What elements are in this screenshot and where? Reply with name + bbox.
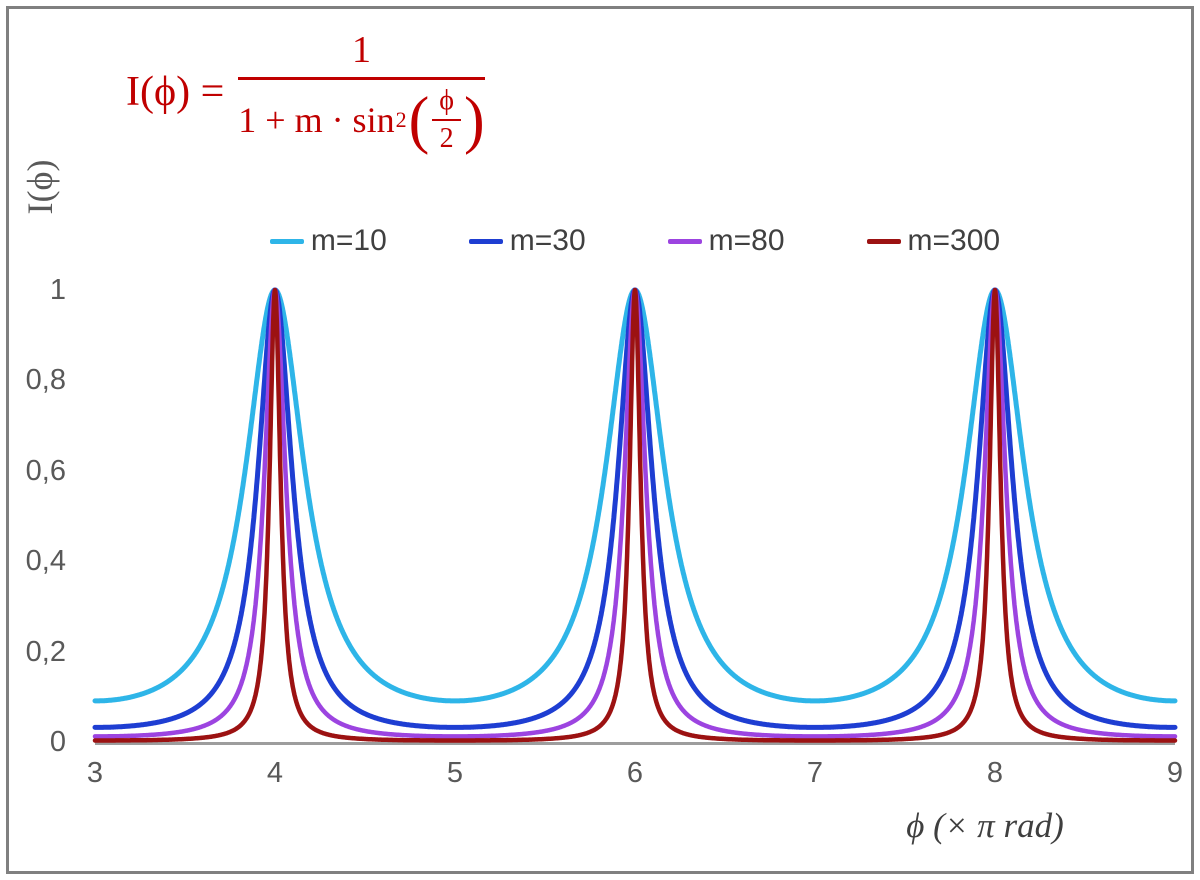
legend: m=10 m=30 m=80 m=300 — [95, 224, 1175, 258]
y-tick-label: 0,6 — [25, 454, 66, 487]
legend-swatch — [866, 238, 901, 244]
formula-fraction: 1 1 + m · sin 2 ( ϕ 2 ) — [238, 28, 485, 155]
y-tick-label: 0,8 — [25, 364, 66, 397]
formula: I(ϕ) = 1 1 + m · sin 2 ( ϕ 2 ) — [126, 28, 485, 155]
x-tick-label: 8 — [986, 757, 1004, 789]
formula-open-paren: ( — [408, 84, 430, 156]
formula-inner-denominator: 2 — [439, 123, 454, 154]
x-tick-label: 3 — [86, 757, 104, 789]
formula-inner-numerator: ϕ — [432, 85, 461, 121]
x-tick-label: 6 — [626, 757, 644, 789]
y-tick-label: 0,4 — [25, 545, 66, 578]
x-tick-label: 9 — [1166, 757, 1184, 789]
x-tick-label: 5 — [446, 757, 464, 789]
legend-swatch — [468, 238, 503, 244]
legend-item-m30: m=30 — [468, 224, 586, 258]
legend-label: m=300 — [907, 224, 1001, 257]
legend-item-m10: m=10 — [269, 224, 387, 258]
formula-lhs: I(ϕ) = — [126, 68, 225, 115]
x-axis-title: ϕ (× π rad) — [906, 806, 1064, 845]
y-tick-label: 1 — [49, 274, 66, 306]
legend-item-m300: m=300 — [866, 224, 1001, 258]
legend-swatch — [667, 238, 702, 244]
formula-denominator-text: 1 + m · sin — [238, 100, 395, 140]
formula-numerator: 1 — [238, 28, 485, 80]
y-tick-label: 0,2 — [25, 635, 66, 668]
formula-exponent: 2 — [395, 107, 407, 132]
legend-label: m=10 — [310, 224, 387, 257]
x-tick-label: 7 — [806, 757, 824, 789]
formula-denominator: 1 + m · sin 2 ( ϕ 2 ) — [238, 80, 484, 155]
formula-close-paren: ) — [463, 84, 485, 156]
formula-inner-fraction: ϕ 2 — [432, 85, 461, 155]
y-axis-tick-labels: 0 0,2 0,4 0,6 0,8 1 — [0, 0, 70, 880]
x-tick-label: 4 — [266, 757, 284, 789]
legend-swatch — [269, 238, 304, 244]
legend-label: m=80 — [708, 224, 785, 257]
y-tick-label: 0 — [49, 726, 66, 758]
legend-label: m=30 — [509, 224, 586, 257]
legend-item-m80: m=80 — [667, 224, 785, 258]
curve-m300 — [92, 287, 1178, 743]
